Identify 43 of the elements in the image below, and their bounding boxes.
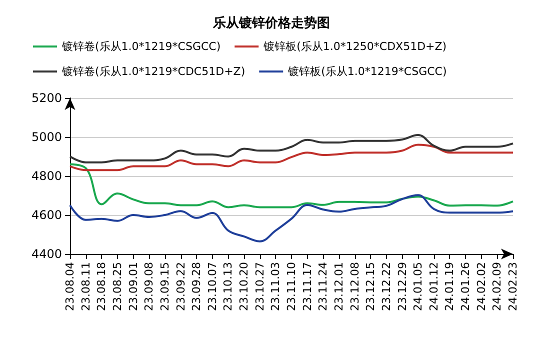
- y-tick-label: 5200: [31, 91, 62, 105]
- line-series: [69, 134, 514, 164]
- legend-label: 镀锌板(乐从1.0*1219*CSGCC): [287, 65, 447, 78]
- x-tick-label: 23.11.03: [269, 262, 282, 311]
- line-series: [69, 163, 514, 208]
- y-tick-label: 4600: [31, 208, 62, 222]
- x-tick-label: 23.08.11: [79, 262, 92, 311]
- line-series: [69, 194, 514, 242]
- chart-title: 乐从镀锌价格走势图: [212, 15, 330, 31]
- legend-label: 镀锌卷(乐从1.0*1219*CSGCC): [61, 40, 221, 53]
- x-tick-label: 23.09.08: [142, 262, 156, 311]
- x-tick-label: 23.08.25: [110, 262, 124, 311]
- x-tick-label: 23.10.13: [222, 262, 235, 311]
- x-tick-label: 23.10.27: [253, 262, 266, 311]
- x-tick-label: 23.12.22: [380, 262, 393, 311]
- x-tick-label: 24.01.19: [443, 262, 456, 311]
- x-tick-label: 23.09.01: [126, 262, 140, 311]
- x-tick-label: 23.11.10: [285, 262, 298, 311]
- x-tick-label: 24.02.09: [490, 262, 504, 311]
- x-tick-label: 23.11.24: [316, 262, 330, 311]
- x-tick-label: 23.09.22: [174, 262, 188, 311]
- x-tick-label: 23.12.29: [396, 262, 409, 311]
- x-tick-label: 23.09.28: [190, 262, 204, 311]
- x-tick-label: 23.10.07: [206, 262, 219, 311]
- x-tick-label: 24.01.12: [427, 262, 440, 311]
- x-tick-label: 24.02.02: [474, 262, 488, 311]
- x-tick-label: 23.12.15: [364, 262, 378, 311]
- x-tick-label: 23.09.15: [158, 262, 172, 311]
- x-tick-label: 23.12.08: [348, 262, 362, 311]
- x-tick-label: 23.12.01: [332, 262, 346, 311]
- x-tick-label: 23.08.04: [64, 262, 76, 311]
- x-tick-label: 24.01.26: [459, 262, 472, 311]
- y-tick-label: 4400: [31, 247, 62, 261]
- x-tick-label: 24.01.05: [412, 262, 425, 311]
- line-series: [69, 144, 514, 172]
- y-tick-label: 4800: [31, 169, 62, 183]
- x-tick-label: 23.08.18: [95, 262, 108, 311]
- y-tick-label: 5000: [31, 130, 62, 144]
- legend-label: 镀锌卷(乐从1.0*1219*CDC51D+Z): [61, 65, 246, 78]
- x-tick-label: 23.10.20: [238, 262, 251, 311]
- x-tick-label: 24.02.23: [506, 262, 520, 311]
- legend-label: 镀锌板(乐从1.0*1250*CDX51D+Z): [262, 40, 447, 53]
- x-tick-label: 23.11.17: [300, 262, 314, 311]
